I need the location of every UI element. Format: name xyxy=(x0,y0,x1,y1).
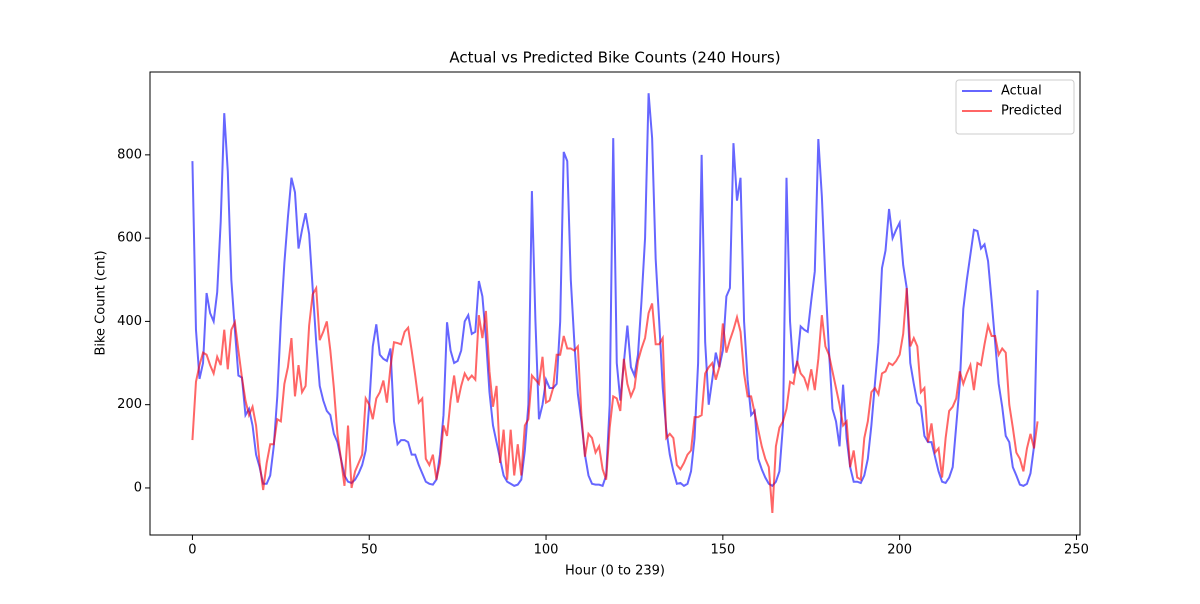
y-tick-label: 400 xyxy=(117,314,142,329)
x-tick-label: 0 xyxy=(188,543,196,558)
y-tick-label: 0 xyxy=(134,480,142,495)
x-axis-label: Hour (0 to 239) xyxy=(565,564,665,579)
x-tick-label: 250 xyxy=(1064,543,1089,558)
plot-frame xyxy=(149,71,1081,536)
legend-label: Actual xyxy=(1001,84,1042,99)
y-tick-label: 600 xyxy=(117,231,142,246)
legend-box xyxy=(955,79,1075,135)
y-tick-label: 800 xyxy=(117,147,142,162)
y-tick-label: 200 xyxy=(117,397,142,412)
chart-title: Actual vs Predicted Bike Counts (240 Hou… xyxy=(449,49,780,67)
legend-label: Predicted xyxy=(1001,104,1062,119)
y-axis-label: Bike Count (cnt) xyxy=(94,250,109,355)
x-tick-label: 50 xyxy=(361,543,378,558)
data-line xyxy=(191,93,1039,488)
x-tick-label: 100 xyxy=(534,543,559,558)
x-tick-label: 150 xyxy=(710,543,735,558)
x-tick-label: 200 xyxy=(887,543,912,558)
data-line xyxy=(191,284,1039,514)
